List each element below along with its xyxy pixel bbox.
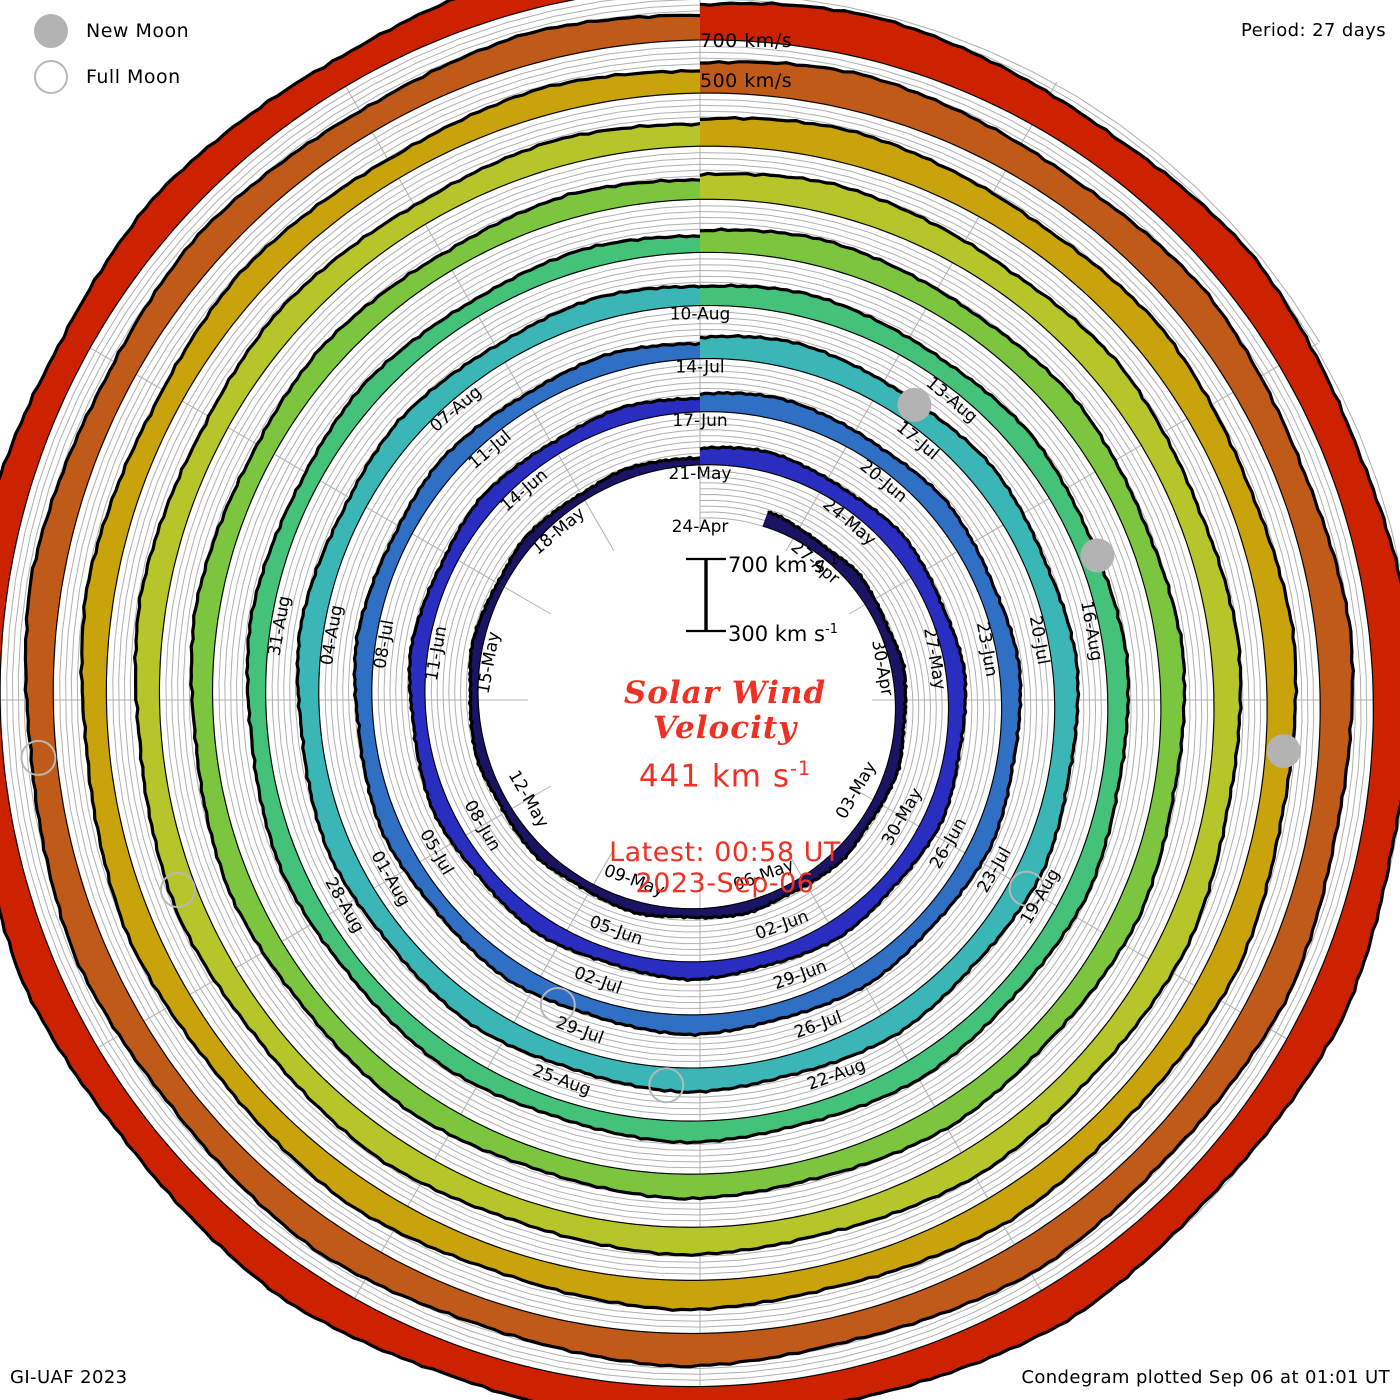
velocity-trace-turn-8 <box>23 13 1355 1369</box>
baseline-turn-4 <box>265 251 1109 1122</box>
baseline-turn-9 <box>0 0 1374 1388</box>
filled-circle-icon <box>34 14 68 48</box>
date-label: 24-Apr <box>672 517 729 537</box>
full-moon-marker <box>1008 870 1045 907</box>
footer-plot-time: Condegram plotted Sep 06 at 01:01 UT <box>1021 1367 1390 1388</box>
axis-label-500: 500 km/s <box>700 70 793 92</box>
velocity-trace-turn-7 <box>79 69 1299 1312</box>
legend-label-new-moon: New Moon <box>86 20 190 42</box>
full-moon-marker <box>20 739 57 776</box>
moon-legend: New Moon Full Moon <box>22 8 282 100</box>
period-label: Period: 27 days <box>1240 20 1386 41</box>
baseline-turn-8 <box>52 39 1321 1335</box>
velocity-trace-turn-1 <box>407 396 968 983</box>
velocity-trace-turn-3 <box>295 284 1081 1094</box>
legend-item-full-moon: Full Moon <box>22 54 282 100</box>
moon-phase-markers <box>20 387 1301 1104</box>
velocity-trace-turn-2 <box>352 341 1023 1038</box>
velocity-trace-turn-6 <box>133 122 1243 1257</box>
footer-credit: GI-UAF 2023 <box>10 1367 128 1388</box>
gridline-600 <box>17 4 1400 1370</box>
new-moon-marker <box>897 387 932 422</box>
new-moon-marker <box>1266 734 1301 769</box>
baseline-turn-0 <box>477 464 897 910</box>
baseline-turn-6 <box>158 145 1215 1228</box>
open-circle-icon <box>34 60 68 94</box>
velocity-trace-turn-4 <box>245 234 1131 1145</box>
baseline-turn-1 <box>424 411 950 963</box>
baseline-turn-3 <box>318 305 1056 1069</box>
baseline-turn-2 <box>371 358 1003 1016</box>
full-moon-marker <box>159 872 196 908</box>
full-moon-marker <box>539 987 576 1023</box>
full-moon-marker <box>648 1067 685 1104</box>
legend-label-full-moon: Full Moon <box>86 66 181 88</box>
velocity-trace-turn-5 <box>189 178 1187 1201</box>
gridline-550 <box>23 10 1400 1400</box>
baseline-turn-7 <box>105 92 1268 1281</box>
date-label: 14-Jul <box>675 358 724 378</box>
new-moon-marker <box>1080 538 1115 573</box>
date-label: 21-May <box>669 464 732 484</box>
gridline-650 <box>11 0 1400 1375</box>
date-label: 17-Jun <box>672 411 727 431</box>
legend-item-new-moon: New Moon <box>22 8 282 54</box>
baseline-turn-5 <box>211 198 1162 1175</box>
date-label: 02-Jul <box>571 963 624 999</box>
date-label: 10-Aug <box>670 305 731 325</box>
velocity-trace-turn-0 <box>467 455 908 920</box>
axis-label-700: 700 km/s <box>700 30 793 52</box>
